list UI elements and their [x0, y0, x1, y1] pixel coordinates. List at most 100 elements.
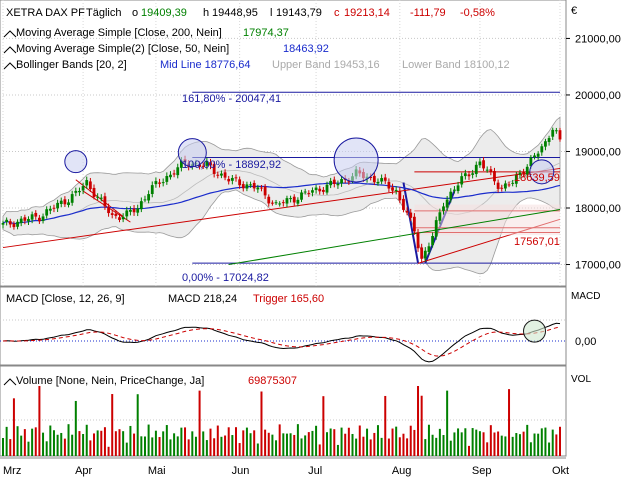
candle-body [154, 181, 158, 185]
candlesticks [1, 127, 562, 263]
candle-body [114, 213, 118, 216]
volume-bars [2, 386, 561, 456]
candle-body [372, 175, 376, 183]
candle-body [380, 178, 384, 182]
candle-body [554, 130, 558, 132]
ma200-label: Moving Average Simple [Close, 200, Nein] [16, 27, 222, 39]
fib-100-label: 100,00% - 18892,92 [182, 159, 281, 171]
candle-body [158, 182, 161, 184]
candle-body [238, 179, 242, 186]
candle-body [143, 199, 147, 201]
candle-body [19, 218, 23, 224]
fib-0-label: 0,00% - 17024,82 [182, 272, 269, 284]
candle-body [325, 184, 329, 193]
macd-value: MACD 218,24 [168, 293, 237, 305]
candle-body [307, 192, 311, 194]
chart-symbol: XETRA DAX PF [6, 7, 85, 19]
open-value: 19409,39 [141, 7, 187, 19]
candle-body [252, 182, 256, 189]
candle-body [263, 186, 267, 196]
price-tick-label: 18000,00 [575, 203, 621, 215]
candle-body [471, 173, 475, 175]
line-glyph-icon [3, 62, 17, 70]
candle-body [340, 179, 343, 184]
candle-body [336, 183, 340, 186]
low-value: 19143,79 [276, 7, 322, 19]
candle-body [300, 192, 303, 200]
candle-body [132, 208, 136, 213]
candle-body [434, 220, 438, 237]
macd-line [2, 322, 561, 363]
candle-body [8, 221, 12, 225]
candle-body [387, 182, 391, 189]
candle-body [216, 174, 220, 176]
candle-body [525, 166, 529, 175]
macd-lines [2, 319, 561, 363]
candle-body [92, 187, 96, 198]
price-tick-label: 21000,00 [575, 33, 621, 45]
candle-body [391, 187, 394, 191]
candle-body [96, 196, 100, 198]
candle-body [256, 187, 260, 190]
candle-body [129, 209, 132, 212]
low-prefix: l [270, 7, 272, 19]
candle-body [56, 202, 60, 209]
candle-body [118, 217, 121, 220]
candle-body [493, 171, 496, 182]
ma200-value: 17974,37 [243, 27, 289, 39]
candle-body [482, 160, 485, 169]
candle-body [179, 160, 183, 168]
candle-body [533, 155, 536, 158]
candle-body [420, 247, 424, 259]
price-tick-label: 19000,00 [575, 146, 621, 158]
volume-label: Volume [None, Nein, PriceChange, Ja] [16, 375, 204, 387]
candle-body [48, 208, 52, 211]
candle-body [147, 194, 151, 201]
candle-body [438, 212, 442, 221]
candle-body [456, 185, 460, 192]
fib-1618-label: 161,80% - 20047,41 [182, 93, 281, 105]
ma50-line [2, 182, 561, 225]
candle-body [278, 203, 282, 205]
candle-body [234, 177, 238, 179]
candle-body [445, 199, 449, 208]
candle-body [544, 141, 547, 147]
candle-body [139, 201, 143, 210]
candle-body [125, 210, 129, 217]
candle-body [460, 176, 464, 185]
candle-body [474, 164, 478, 175]
candle-body [198, 164, 201, 167]
candle-body [110, 213, 114, 215]
trend-line [75, 179, 124, 217]
candle-body [540, 146, 544, 153]
candle-body [529, 157, 533, 167]
candle-body [281, 202, 285, 204]
candle-body [412, 216, 416, 232]
candle-body [81, 186, 85, 191]
candle-body [500, 187, 504, 189]
macd-label: MACD [Close, 12, 26, 9] [6, 293, 125, 305]
macd-trigger: Trigger 165,60 [253, 293, 324, 305]
candle-body [347, 181, 351, 183]
macd-axis-tick: 0,00 [575, 336, 596, 348]
candle-body [442, 206, 445, 211]
candle-body [431, 236, 434, 245]
candle-body [34, 212, 38, 217]
high-value: 19448,95 [212, 7, 258, 19]
candle-body [165, 176, 169, 182]
candle-body [220, 173, 223, 176]
line-glyph-icon [3, 378, 17, 386]
candle-body [161, 182, 165, 184]
candle-body [292, 196, 296, 203]
bb-mid: Mid Line 18776,64 [160, 59, 251, 71]
candle-body [103, 196, 107, 207]
line-glyph-icon [3, 30, 17, 38]
candle-body [289, 198, 293, 200]
candle-body [507, 184, 511, 186]
candle-body [136, 208, 140, 213]
candle-body [453, 189, 456, 191]
candle-body [241, 184, 245, 189]
candle-body [107, 207, 110, 214]
candle-body [405, 210, 409, 213]
candle-body [59, 200, 63, 204]
